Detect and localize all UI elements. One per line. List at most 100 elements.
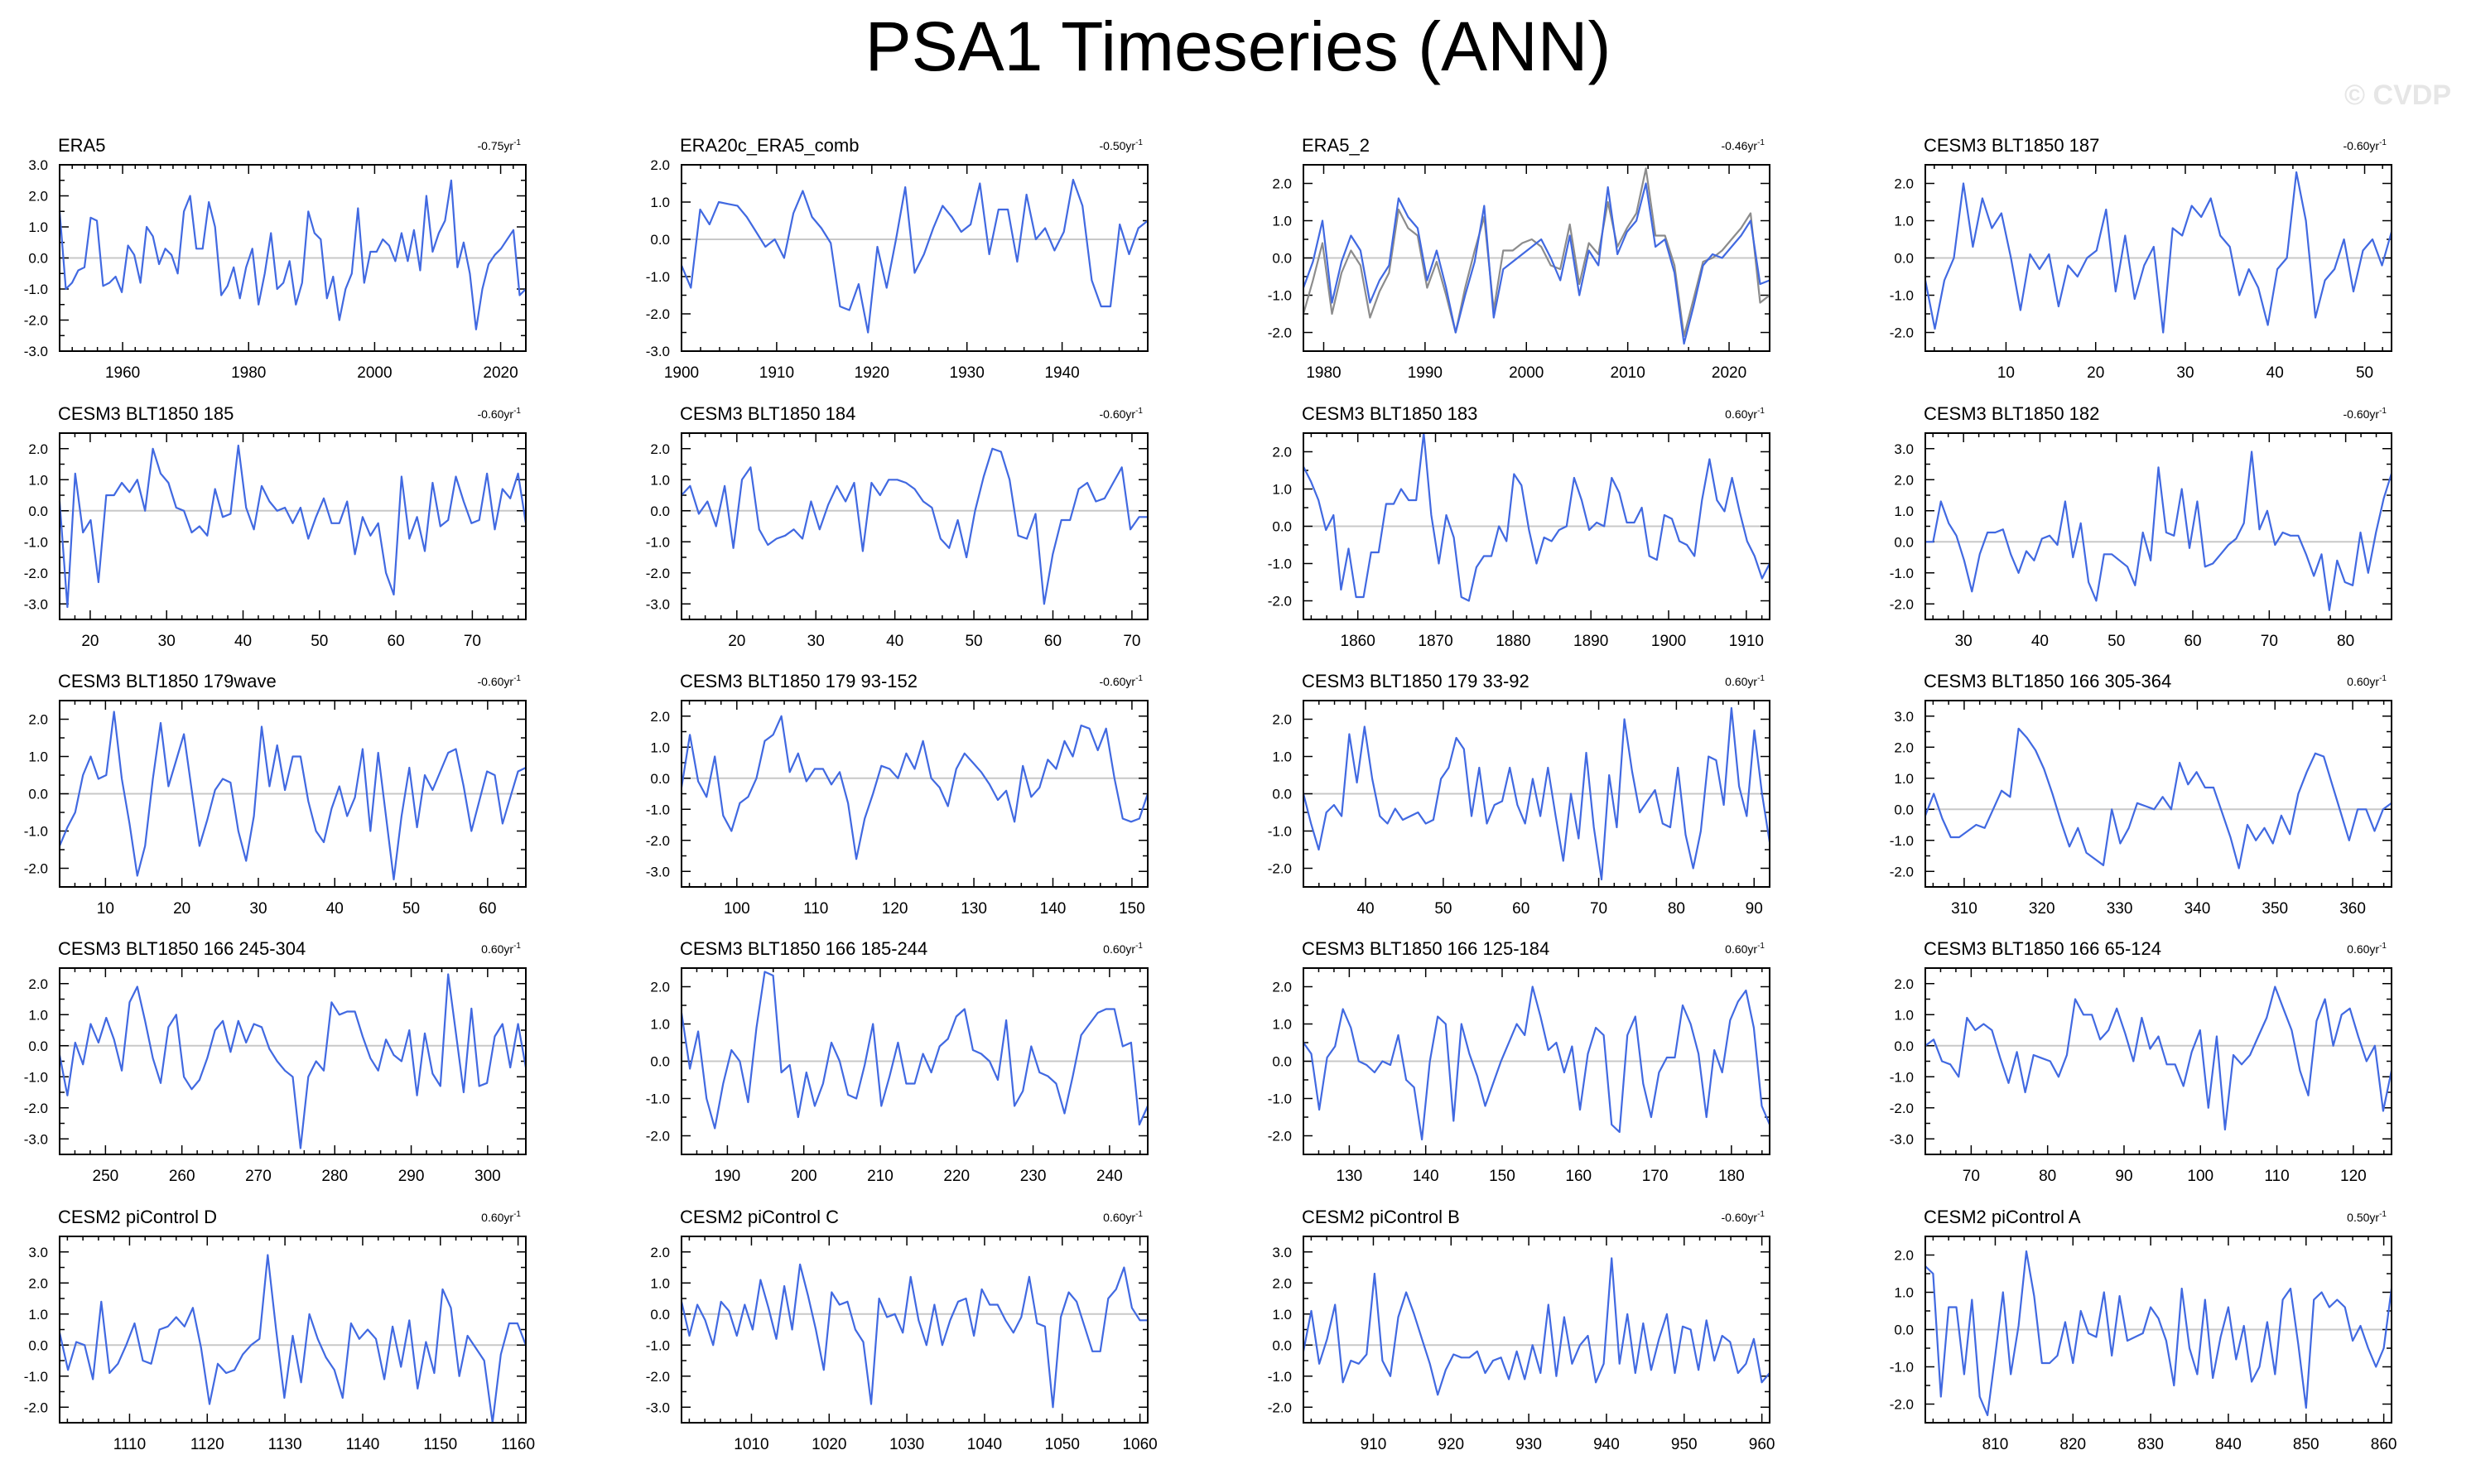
- x-tick-label: 1960: [105, 364, 140, 382]
- y-tick-label: 2.0: [1894, 176, 1914, 192]
- plot-frame: [681, 1236, 1149, 1424]
- y-tick-label: 2.0: [650, 709, 670, 725]
- y-tick-label: 1.0: [650, 740, 670, 755]
- panel-11: CESM3 BLT1850 179 33-92 0.60yr-1 -2.0 -1.0 0…: [1268, 671, 1771, 918]
- x-tick-label: 40: [326, 900, 344, 918]
- y-tick-label: -2.0: [1268, 861, 1292, 877]
- y-tick-label: 2.0: [1272, 445, 1292, 460]
- y-tick-label: 2.0: [650, 980, 670, 995]
- y-tick-label: 1.0: [1272, 1017, 1292, 1033]
- x-tick-label: 850: [2293, 1436, 2319, 1453]
- x-tick-label: 2020: [483, 364, 518, 382]
- y-tick-label: 1.0: [1272, 482, 1292, 498]
- x-tick-label: 1010: [734, 1436, 768, 1453]
- x-tick-label: 40: [1356, 900, 1374, 918]
- panel-title: CESM3 BLT1850 182: [1924, 403, 2099, 424]
- y-tick-label: -2.0: [1268, 325, 1292, 341]
- trend-label: 0.60yr-1: [1725, 407, 1765, 421]
- y-tick-label: -2.0: [1890, 325, 1914, 341]
- panel-9: CESM3 BLT1850 179wave -0.60yr-1 -2.0 -1.0 0.…: [24, 671, 527, 918]
- panel-title: ERA5_2: [1302, 135, 1370, 156]
- y-tick-label: 1.0: [28, 219, 48, 235]
- y-tick-label: -1.0: [646, 1091, 670, 1107]
- series-line-1: [1924, 985, 2393, 1131]
- y-tick-label: -2.0: [646, 1129, 670, 1144]
- y-tick-label: -3.0: [646, 1400, 670, 1415]
- x-tick-label: 50: [2356, 364, 2373, 382]
- panel-title: CESM3 BLT1850 179 93-152: [680, 671, 918, 691]
- y-tick-label: -2.0: [646, 1369, 670, 1385]
- trend-label: 0.60yr-1: [1725, 674, 1765, 688]
- y-tick-label: 0.0: [28, 1038, 48, 1054]
- x-tick-label: 150: [1119, 900, 1145, 918]
- trend-label: 0.60yr-1: [2347, 674, 2387, 688]
- panel-title: CESM3 BLT1850 166 185-244: [680, 938, 927, 959]
- trend-label: 0.60yr-1: [2347, 942, 2387, 956]
- plot-frame: [681, 164, 1149, 352]
- x-tick-label: 2000: [357, 364, 392, 382]
- y-tick-label: -2.0: [24, 861, 48, 877]
- plot-frame: [1303, 432, 1770, 620]
- y-tick-label: 2.0: [1894, 740, 1914, 755]
- x-tick-label: 950: [1671, 1436, 1698, 1453]
- panel-4: CESM3 BLT1850 187 -0.60yr-1 -2.0 -1.0 0.0 1.0…: [1890, 135, 2393, 382]
- x-tick-label: 50: [2107, 633, 2125, 650]
- x-tick-label: 170: [1642, 1168, 1669, 1185]
- y-tick-label: -2.0: [646, 306, 670, 322]
- panel-18: CESM2 piControl C 0.60yr-1 -3.0 -2.0 -1.0 0.0…: [646, 1207, 1158, 1453]
- plot-frame: [681, 967, 1149, 1155]
- y-tick-label: 3.0: [1894, 709, 1914, 725]
- x-tick-label: 20: [2087, 364, 2104, 382]
- y-tick-label: 1.0: [28, 749, 48, 765]
- y-tick-label: 0.0: [28, 251, 48, 267]
- plot-frame: [59, 1236, 527, 1424]
- x-tick-label: 1910: [759, 364, 794, 382]
- x-tick-label: 1020: [812, 1436, 846, 1453]
- panel-20: CESM2 piControl A 0.50yr-1 -2.0 -1.0 0.0 1.0 2…: [1890, 1207, 2397, 1453]
- x-tick-label: 820: [2059, 1436, 2086, 1453]
- panel-title: CESM3 BLT1850 185: [58, 403, 234, 424]
- panel-15: CESM3 BLT1850 166 125-184 0.60yr-1 -2.0 -1.…: [1268, 938, 1771, 1185]
- trend-label: -0.50yr-1: [1100, 138, 1144, 152]
- x-tick-label: 940: [1593, 1436, 1620, 1453]
- series-line-1: [58, 711, 527, 881]
- x-tick-label: 360: [2339, 900, 2366, 918]
- y-tick-label: 0.0: [1894, 1038, 1914, 1054]
- x-tick-label: 1860: [1341, 633, 1375, 650]
- series-line-1: [680, 715, 1149, 860]
- trend-label: 0.60yr-1: [1103, 1210, 1143, 1224]
- panel-title: CESM3 BLT1850 166 245-304: [58, 938, 306, 959]
- x-tick-label: 30: [2176, 364, 2194, 382]
- y-tick-label: 1.0: [1894, 1007, 1914, 1023]
- x-tick-label: 240: [1096, 1168, 1123, 1185]
- series-line-2: [1302, 167, 1770, 338]
- y-tick-label: 0.0: [650, 1054, 670, 1070]
- series-line-1: [58, 973, 527, 1149]
- series-line-1: [680, 1263, 1148, 1409]
- cvdp-watermark: © CVDP: [2344, 80, 2451, 111]
- x-tick-label: 270: [245, 1168, 272, 1185]
- trend-label: 0.60yr-1: [1725, 942, 1765, 956]
- panel-title: CESM2 piControl C: [680, 1207, 839, 1227]
- x-tick-label: 350: [2262, 900, 2288, 918]
- x-tick-label: 160: [1565, 1168, 1592, 1185]
- trend-label: -0.75yr-1: [478, 138, 522, 152]
- x-tick-label: 1140: [346, 1436, 380, 1453]
- y-tick-label: 0.0: [1894, 1323, 1914, 1338]
- panel-title: CESM3 BLT1850 183: [1302, 403, 1477, 424]
- y-tick-label: -1.0: [1268, 1091, 1292, 1107]
- panel-title: CESM3 BLT1850 166 65-124: [1924, 938, 2161, 959]
- y-tick-label: -2.0: [24, 313, 48, 329]
- plot-frame: [1303, 700, 1770, 888]
- series-line-1: [1924, 1250, 2393, 1417]
- x-tick-label: 60: [1512, 900, 1529, 918]
- x-tick-label: 60: [2184, 633, 2201, 650]
- y-tick-label: 1.0: [28, 1007, 48, 1023]
- x-tick-label: 1900: [664, 364, 699, 382]
- x-tick-label: 150: [1489, 1168, 1515, 1185]
- x-tick-label: 40: [2266, 364, 2284, 382]
- y-tick-label: -1.0: [24, 534, 48, 550]
- x-tick-label: 1050: [1045, 1436, 1080, 1453]
- x-tick-label: 40: [2031, 633, 2049, 650]
- x-tick-label: 20: [728, 633, 745, 650]
